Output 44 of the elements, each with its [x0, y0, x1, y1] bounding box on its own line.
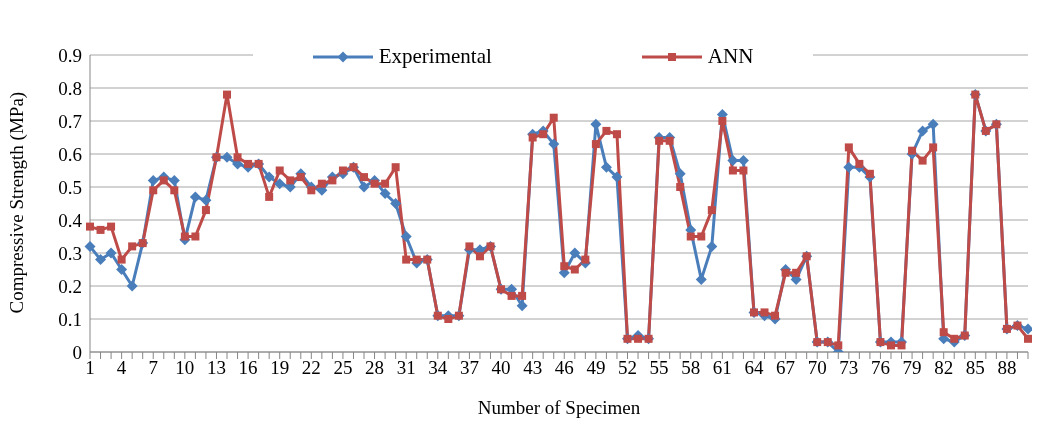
- y-axis-title: Compressive Strength (MPa): [5, 91, 28, 314]
- x-tick-label: 7: [148, 357, 158, 379]
- x-tick-label: 10: [175, 357, 195, 379]
- x-tick-label: 22: [301, 357, 321, 379]
- x-tick-label: 70: [807, 357, 827, 379]
- x-tick-label: 1: [85, 357, 95, 379]
- x-tick-label: 13: [206, 357, 226, 379]
- y-tick-label: 0: [72, 341, 82, 363]
- x-tick-label: 19: [270, 357, 290, 379]
- x-tick-label: 25: [333, 357, 353, 379]
- x-tick-label: 76: [870, 357, 890, 379]
- x-tick-label: 31: [396, 357, 416, 379]
- x-tick-label: 55: [649, 357, 669, 379]
- x-tick-label: 52: [618, 357, 638, 379]
- x-tick-label: 49: [586, 357, 606, 379]
- y-tick-label: 0.6: [58, 143, 82, 165]
- x-tick-label: 85: [965, 357, 985, 379]
- y-tick-label: 0.5: [58, 176, 82, 198]
- x-tick-label: 4: [116, 357, 127, 379]
- x-tick-label: 37: [459, 357, 479, 379]
- y-tick-label: 0.1: [58, 308, 82, 330]
- x-tick-label: 67: [776, 357, 796, 379]
- x-tick-label: 58: [681, 357, 701, 379]
- legend-label: ANN: [707, 44, 754, 69]
- x-tick-label: 43: [523, 357, 543, 379]
- x-tick-label: 46: [554, 357, 574, 379]
- x-tick-label: 16: [238, 357, 258, 379]
- x-tick-label: 64: [744, 357, 764, 379]
- x-tick-label: 61: [712, 357, 732, 379]
- x-tick-label: 34: [428, 357, 448, 379]
- y-tick-label: 0.4: [58, 209, 83, 231]
- y-tick-label: 0.9: [58, 44, 82, 66]
- y-tick-label: 0.8: [58, 77, 82, 99]
- y-tick-label: 0.2: [58, 275, 82, 297]
- x-axis-title: Number of Specimen: [477, 397, 641, 418]
- x-tick-label: 28: [365, 357, 385, 379]
- x-tick-label: 40: [491, 357, 511, 379]
- x-tick-label: 88: [997, 357, 1017, 379]
- x-tick-label: 73: [839, 357, 859, 379]
- x-tick-label: 79: [902, 357, 922, 379]
- y-tick-label: 0.3: [58, 242, 82, 264]
- legend-label: Experimental: [378, 44, 492, 69]
- y-tick-label: 0.7: [58, 110, 82, 132]
- x-tick-label: 82: [934, 357, 954, 379]
